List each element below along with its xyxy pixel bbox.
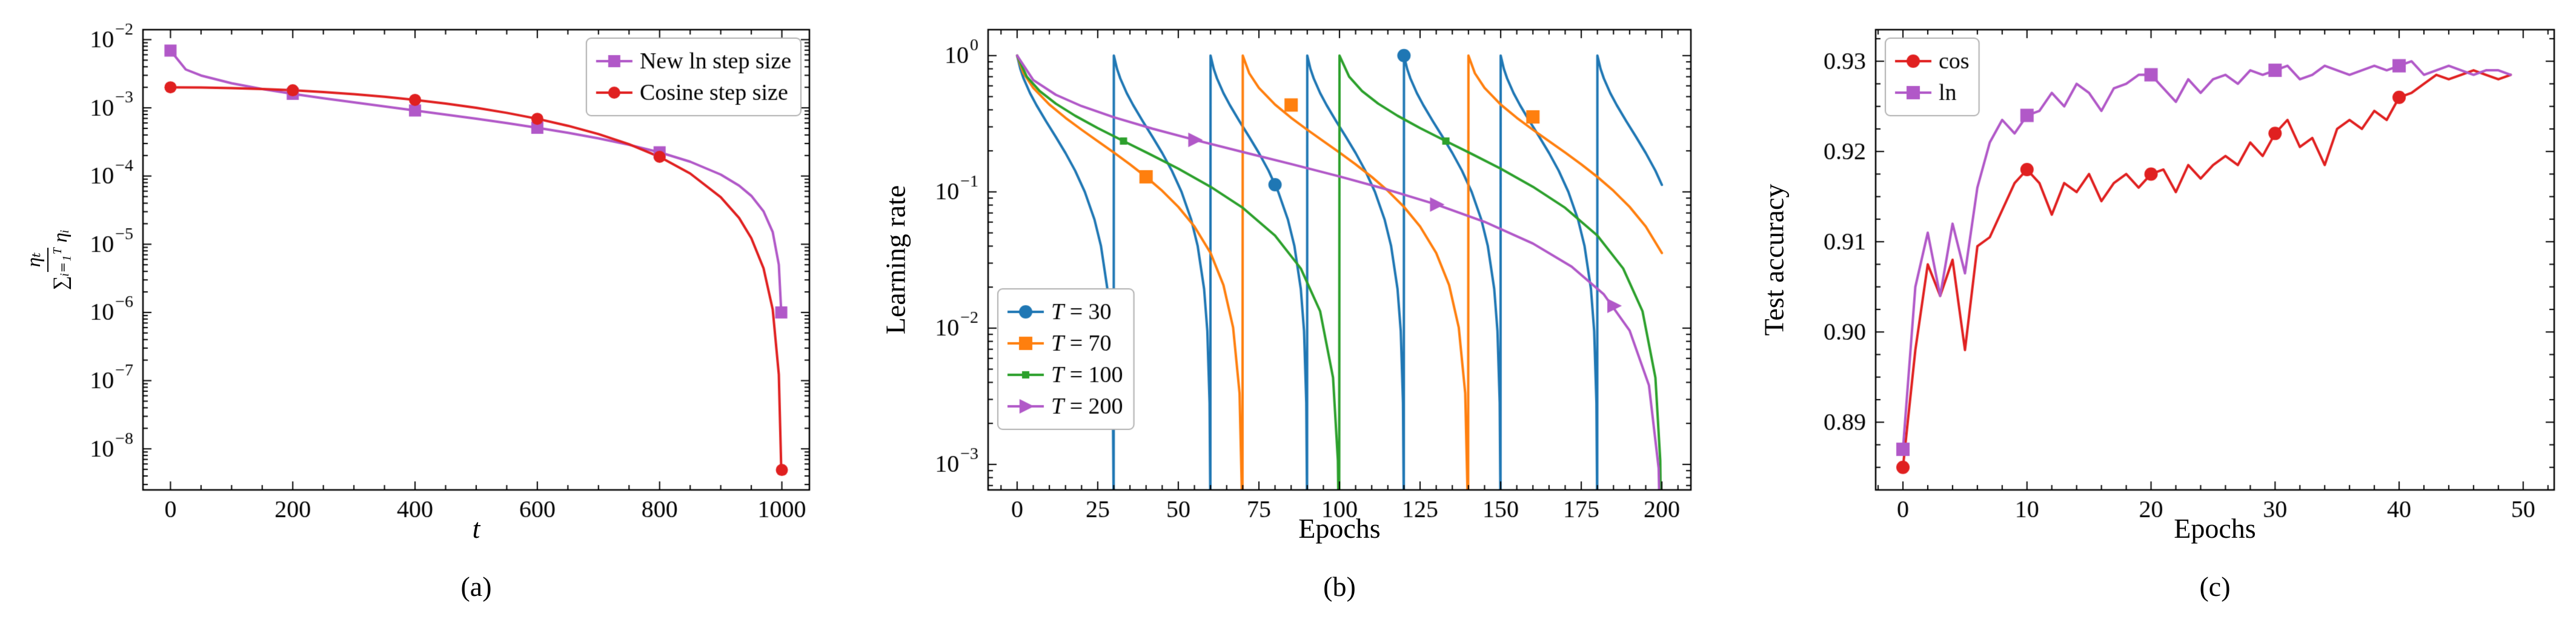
chart-c-caption: (c) bbox=[2199, 571, 2231, 602]
chart-b-ylabel: Learning rate bbox=[880, 185, 911, 335]
ylabel-numerator: ηₜ bbox=[23, 247, 48, 273]
chart-panel-a: ηₜ ∑ᵢ₌₁ᵀ ηᵢ t (a) bbox=[4, 8, 828, 614]
chart-b-canvas bbox=[858, 8, 1706, 614]
chart-a-caption: (a) bbox=[460, 571, 492, 602]
chart-c-xlabel: Epochs bbox=[2174, 513, 2256, 544]
ylabel-denominator: ∑ᵢ₌₁ᵀ ηᵢ bbox=[50, 229, 71, 291]
chart-a-canvas bbox=[4, 8, 828, 614]
chart-a-xlabel: t bbox=[472, 513, 480, 544]
chart-panel-c: Test accuracy Epochs (c) bbox=[1736, 8, 2572, 614]
chart-a-ylabel: ηₜ ∑ᵢ₌₁ᵀ ηᵢ bbox=[15, 230, 73, 290]
chart-c-canvas bbox=[1736, 8, 2572, 614]
chart-b-caption: (b) bbox=[1323, 571, 1356, 602]
chart-panel-b: Learning rate Epochs (b) bbox=[858, 8, 1706, 614]
chart-b-xlabel: Epochs bbox=[1298, 513, 1381, 544]
chart-c-ylabel: Test accuracy bbox=[1758, 183, 1790, 336]
eta-fraction: ηₜ ∑ᵢ₌₁ᵀ ηᵢ bbox=[23, 230, 73, 290]
